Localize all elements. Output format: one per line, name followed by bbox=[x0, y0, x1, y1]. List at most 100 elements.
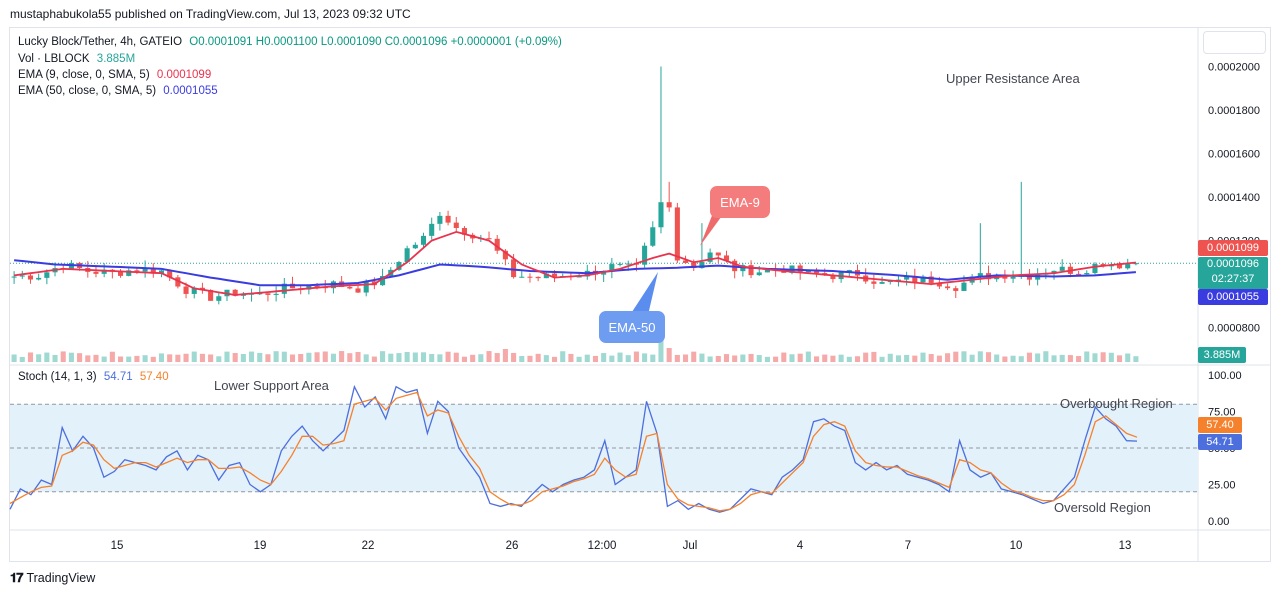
stoch-legend[interactable]: Stoch (14, 1, 3) 54.71 57.40 bbox=[18, 371, 173, 383]
candle-body bbox=[445, 215, 451, 223]
tradingview-brand[interactable]: 𝟏𝟕 TradingView bbox=[10, 570, 95, 586]
stoch-tick-label: 100.00 bbox=[1208, 370, 1242, 382]
candle-body bbox=[519, 276, 525, 278]
candle-body bbox=[1092, 264, 1098, 274]
price-tick-label: 0.0001600 bbox=[1208, 149, 1260, 161]
volume-bar bbox=[60, 351, 66, 362]
volume-bar bbox=[77, 353, 83, 362]
volume-bar bbox=[969, 354, 975, 362]
volume-bar bbox=[977, 351, 983, 362]
candle-body bbox=[1051, 270, 1057, 274]
candle-body bbox=[977, 273, 983, 277]
volume-bar bbox=[470, 354, 476, 362]
volume-bar bbox=[281, 351, 287, 362]
volume-bar bbox=[289, 354, 296, 362]
volume-bar bbox=[306, 352, 312, 362]
volume-bar bbox=[871, 351, 877, 362]
candle-body bbox=[167, 270, 173, 278]
volume-bar bbox=[535, 353, 541, 362]
volume-bar bbox=[854, 356, 861, 362]
candle-body bbox=[494, 238, 500, 251]
candle-body bbox=[945, 286, 951, 289]
volume-bar bbox=[519, 355, 525, 362]
candle-body bbox=[232, 289, 238, 296]
candle-body bbox=[461, 228, 467, 235]
volume-bar bbox=[208, 354, 214, 362]
candle-body bbox=[830, 274, 836, 280]
volume-bar bbox=[232, 353, 238, 362]
candle-body bbox=[363, 281, 369, 293]
volume-bar bbox=[838, 354, 844, 362]
stoch-k-tag: 54.71 bbox=[1198, 434, 1242, 450]
volume-bar bbox=[1067, 355, 1073, 362]
candle-body bbox=[961, 282, 967, 291]
volume-bar bbox=[625, 355, 631, 362]
last-price-tag: 0.0001096 02:27:37 bbox=[1198, 257, 1268, 289]
volume-bar bbox=[118, 356, 124, 362]
volume-bar bbox=[912, 355, 918, 362]
volume-bar bbox=[1051, 355, 1057, 362]
volume-bar bbox=[1108, 352, 1114, 362]
volume-bar bbox=[805, 351, 811, 362]
volume-bar bbox=[461, 356, 467, 362]
volume-bar bbox=[380, 351, 386, 362]
volume-bar bbox=[748, 353, 754, 362]
volume-bar bbox=[93, 354, 99, 362]
candle-body bbox=[1026, 275, 1032, 280]
symbol-legend[interactable]: Lucky Block/Tether, 4h, GATEIO O0.000109… bbox=[18, 36, 566, 48]
ema9-legend[interactable]: EMA (9, close, 0, SMA, 5) 0.0001099 bbox=[18, 69, 215, 81]
ema9-label: EMA (9, close, 0, SMA, 5) bbox=[18, 69, 150, 81]
volume-bar bbox=[355, 352, 361, 362]
ema9-callout-text: EMA-9 bbox=[720, 195, 760, 210]
volume-value: 3.885M bbox=[96, 53, 136, 65]
volume-bar bbox=[756, 355, 762, 362]
bar-countdown: 02:27:37 bbox=[1211, 273, 1255, 285]
volume-legend[interactable]: Vol · LBLOCK 3.885M bbox=[18, 53, 139, 65]
candle-body bbox=[609, 264, 615, 272]
volume-bar bbox=[527, 355, 533, 362]
ema50-legend[interactable]: EMA (50, close, 0, SMA, 5) 0.0001055 bbox=[18, 85, 222, 97]
candle-body bbox=[420, 235, 427, 245]
candle-body bbox=[93, 271, 99, 274]
candle-body bbox=[429, 223, 435, 236]
volume-bar bbox=[822, 354, 828, 362]
candle-body bbox=[846, 270, 852, 272]
price-tick-label: 0.0001400 bbox=[1208, 192, 1260, 204]
volume-bar bbox=[568, 353, 574, 362]
volume-bar bbox=[502, 349, 508, 362]
volume-label: Vol · LBLOCK bbox=[18, 53, 90, 65]
candle-body bbox=[1133, 263, 1139, 265]
volume-bar bbox=[658, 340, 664, 362]
symbol-label: Lucky Block/Tether, 4h, GATEIO bbox=[18, 36, 183, 48]
volume-bar bbox=[674, 354, 680, 362]
candle-body bbox=[1125, 264, 1131, 269]
candle-body bbox=[265, 293, 271, 295]
candle-body bbox=[764, 269, 770, 273]
volume-bar bbox=[11, 354, 17, 362]
candle-body bbox=[912, 276, 918, 283]
candle-body bbox=[183, 286, 189, 294]
volume-bar bbox=[1076, 356, 1082, 362]
volume-bar bbox=[879, 356, 885, 362]
volume-bar bbox=[846, 356, 852, 362]
candle-body bbox=[1076, 273, 1082, 275]
candle-body bbox=[617, 263, 623, 265]
volume-bar bbox=[732, 355, 738, 362]
price-scale-settings[interactable] bbox=[1203, 31, 1266, 54]
volume-bar bbox=[1100, 352, 1106, 362]
volume-bar bbox=[723, 354, 730, 362]
volume-bar bbox=[363, 354, 369, 362]
candle-body bbox=[650, 227, 656, 246]
time-tick-label: 26 bbox=[506, 540, 519, 552]
candle-body bbox=[691, 262, 697, 269]
ema9-line bbox=[13, 230, 1136, 296]
volume-bar bbox=[551, 356, 558, 362]
volume-bar bbox=[85, 355, 91, 362]
candle-body bbox=[486, 238, 492, 240]
volume-bar bbox=[576, 356, 582, 362]
volume-bar bbox=[1125, 353, 1131, 362]
volume-bar bbox=[191, 351, 197, 362]
ema50-label: EMA (50, close, 0, SMA, 5) bbox=[18, 85, 157, 97]
chart-frame[interactable] bbox=[9, 27, 1271, 562]
